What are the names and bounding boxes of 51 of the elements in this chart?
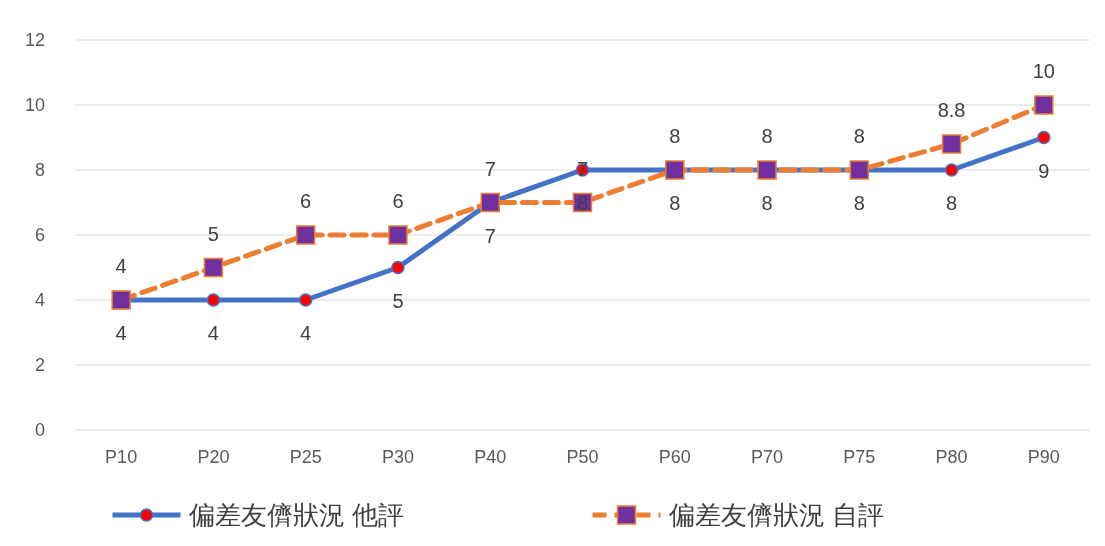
point [1037, 130, 1051, 145]
data-label: 8 [761, 192, 773, 214]
data-label: 5 [207, 222, 219, 245]
data-label: 7 [484, 224, 496, 247]
y-tick-label: 2 [34, 355, 45, 376]
y-tick-label: 8 [34, 160, 45, 181]
x-tick-label: P20 [197, 447, 230, 467]
x-tick-label: P90 [1027, 447, 1060, 467]
point [203, 257, 224, 278]
data-label: 8 [669, 125, 681, 147]
point [941, 134, 962, 154]
x-tick-label: P40 [474, 447, 507, 467]
x-tick-label: P80 [935, 447, 968, 467]
data-label: 4 [207, 322, 219, 344]
x-tick-label: P25 [289, 447, 322, 467]
data-label: 8 [946, 192, 958, 214]
x-tick-label: P60 [658, 447, 691, 467]
data-label: 4 [115, 255, 127, 277]
point [295, 225, 316, 245]
legend-label: 偏差友儕狀況 自評 [668, 500, 884, 531]
data-label: 4 [300, 322, 312, 344]
x-tick-label: P75 [843, 447, 876, 467]
y-tick-label: 12 [24, 30, 45, 51]
point [944, 163, 959, 177]
x-tick-label: P50 [566, 447, 599, 467]
x-tick-label: P30 [381, 447, 414, 467]
data-label: 5 [392, 289, 404, 312]
y-tick-label: 10 [24, 95, 45, 116]
data-label: 7 [484, 157, 496, 180]
data-label: 6 [300, 190, 312, 212]
y-tick-label: 4 [34, 290, 45, 311]
x-tick-label: P10 [105, 447, 138, 467]
point [391, 260, 405, 275]
point [1034, 95, 1054, 115]
point [206, 293, 221, 307]
data-label: 8 [853, 192, 865, 214]
legend-label: 偏差友儕狀況 他評 [188, 500, 404, 531]
point [298, 293, 313, 307]
y-tick-label: 6 [34, 225, 45, 246]
data-label: 8 [669, 192, 681, 214]
data-label: 8 [761, 125, 773, 147]
data-label: 8 [576, 192, 589, 214]
data-label: 6 [392, 190, 404, 212]
x-tick-label: P70 [751, 447, 784, 467]
point [388, 225, 408, 245]
data-label: 9 [1038, 159, 1050, 182]
data-label: 10 [1032, 60, 1055, 82]
y-tick-label: 0 [34, 420, 45, 441]
data-label: 8.8 [937, 99, 966, 121]
data-label: 8 [853, 125, 865, 147]
data-label: 4 [115, 322, 127, 344]
